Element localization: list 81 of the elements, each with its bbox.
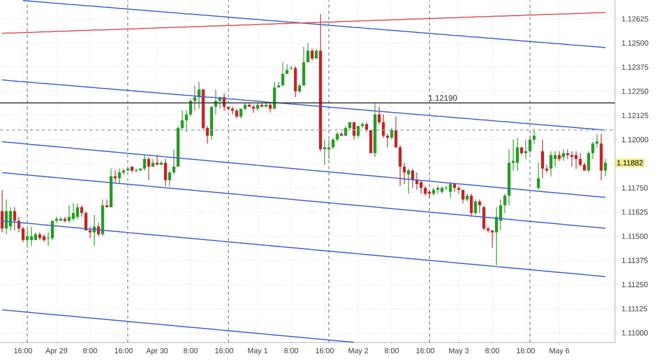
candlestick: [420, 180, 423, 194]
candlestick: [574, 150, 578, 169]
candlestick: [541, 139, 544, 179]
candlestick: [327, 139, 330, 160]
candlestick: [494, 206, 498, 266]
candlestick: [68, 204, 71, 224]
candlestick: [499, 199, 502, 231]
candlestick: [486, 226, 490, 233]
candlestick: [382, 114, 385, 138]
candlestick: [84, 210, 88, 231]
candlestick: [503, 193, 506, 214]
candlestick: [407, 168, 410, 194]
candlestick: [566, 148, 570, 160]
candlestick: [461, 190, 464, 204]
candlestick: [532, 130, 536, 144]
candlestick: [448, 182, 452, 198]
candlestick: [13, 206, 16, 231]
candlestick: [306, 42, 310, 63]
candlestick: [478, 199, 482, 214]
candlestick: [272, 81, 276, 110]
candlestick: [281, 62, 284, 86]
candlestick: [4, 199, 8, 235]
candlestick: [143, 154, 146, 171]
candlestick: [76, 203, 79, 220]
candlestick: [398, 145, 402, 186]
candlestick: [356, 126, 360, 138]
candlestick: [114, 170, 117, 182]
candlestick: [549, 150, 552, 177]
candlestick: [72, 203, 75, 222]
candlestick: [323, 139, 326, 166]
candlestick: [470, 193, 473, 218]
candlestick: [164, 158, 167, 186]
candlestick: [570, 150, 574, 168]
candlestick: [554, 150, 557, 168]
candlestick: [558, 150, 561, 162]
candlestick: [411, 168, 414, 188]
candlestick: [378, 106, 381, 125]
candlestick: [294, 66, 297, 98]
candlestick: [516, 137, 519, 171]
candlestick: [528, 135, 532, 154]
candlestick: [239, 108, 242, 119]
candlestick: [390, 128, 394, 140]
candlestick: [482, 204, 486, 231]
candlestick: [235, 108, 238, 119]
line-series: [2, 79, 606, 131]
candlestick: [344, 126, 348, 136]
candlestick: [189, 98, 192, 117]
candlestick: [206, 126, 209, 144]
candlestick: [314, 48, 318, 59]
candlestick: [118, 168, 121, 184]
candlestick: [536, 162, 540, 190]
line-series: [2, 12, 606, 34]
candlestick: [365, 122, 368, 132]
candlestick: [22, 226, 25, 242]
candlestick: [474, 199, 477, 216]
candlestick: [591, 141, 594, 160]
candlestick: [9, 206, 12, 231]
candlestick: [562, 148, 565, 162]
candlestick: [310, 48, 314, 61]
candlestick: [394, 116, 398, 148]
candlestick: [0, 190, 4, 233]
candlestick: [231, 106, 234, 115]
candlestick: [122, 168, 126, 175]
candlestick: [30, 226, 33, 246]
candlestick: [587, 150, 590, 173]
candlestick: [596, 133, 598, 148]
candlestick: [193, 85, 196, 111]
candlestick: [277, 81, 280, 88]
candlestick: [88, 226, 92, 239]
candlestick: [604, 158, 607, 177]
candlestick: [168, 170, 172, 186]
candlestick: [415, 172, 418, 190]
candlestick: [172, 148, 176, 175]
candlestick: [298, 83, 302, 94]
candlestick: [352, 122, 356, 140]
candlestick: [80, 204, 84, 218]
candlestick: [184, 110, 188, 132]
candlestick: [96, 222, 100, 237]
candlestick: [286, 64, 288, 74]
candlestick: [512, 139, 515, 171]
candlestick: [332, 137, 335, 150]
